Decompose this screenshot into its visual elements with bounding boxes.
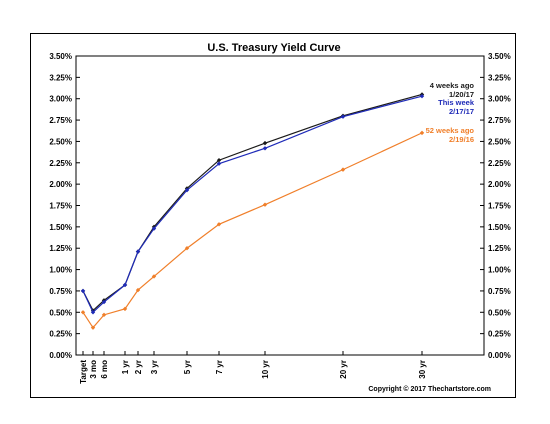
data-point (122, 306, 128, 312)
y-tick-label-left: 0.25% (49, 330, 72, 339)
data-point (340, 114, 346, 119)
y-tick-label-right: 2.50% (488, 137, 511, 146)
y-tick-label-left: 2.25% (49, 159, 72, 168)
x-tick-label: 7 yr (215, 360, 224, 374)
y-tick-label-left: 3.50% (49, 52, 72, 61)
data-point (101, 299, 107, 305)
x-tick-label: 6 mo (100, 360, 109, 379)
y-tick-label-right: 2.00% (488, 180, 511, 189)
y-tick-label-right: 1.50% (488, 223, 511, 232)
data-point (151, 274, 157, 279)
data-point (340, 167, 346, 172)
y-tick-label-right: 1.25% (488, 244, 511, 253)
y-tick-label-left: 0.00% (49, 351, 72, 360)
plot-area (75, 55, 485, 356)
copyright-text: Copyright © 2017 Thechartstore.com (368, 385, 491, 393)
data-point (419, 93, 425, 99)
x-tick-label: 20 yr (339, 360, 348, 379)
data-point (80, 288, 86, 294)
x-tick-label: 30 yr (418, 360, 427, 379)
y-tick-label-left: 2.00% (49, 180, 72, 189)
data-point (216, 161, 222, 166)
y-tick-label-right: 3.00% (488, 95, 511, 104)
y-tick-label-right: 2.75% (488, 116, 511, 125)
y-tick-label-right: 0.25% (488, 330, 511, 339)
y-tick-label-left: 2.50% (49, 137, 72, 146)
x-tick-label: 10 yr (261, 360, 270, 379)
y-tick-label-right: 0.75% (488, 287, 511, 296)
x-tick-label: 3 yr (150, 360, 159, 374)
x-tick-label: Target (79, 360, 88, 384)
y-tick-label-left: 1.00% (49, 266, 72, 275)
legend-entry: This week (438, 98, 475, 107)
series-line (82, 95, 423, 314)
data-point (122, 282, 128, 288)
y-tick-label-right: 3.50% (488, 52, 511, 61)
y-tick-label-left: 1.75% (49, 202, 72, 211)
y-tick-label-left: 2.75% (49, 116, 72, 125)
x-tick-label: 3 mo (89, 360, 98, 379)
y-tick-label-right: 1.75% (488, 202, 511, 211)
y-tick-label-left: 0.75% (49, 287, 72, 296)
data-point (101, 312, 107, 318)
data-point (419, 130, 425, 136)
x-tick-label: 1 yr (121, 360, 130, 374)
y-tick-label-right: 0.00% (488, 351, 511, 360)
y-tick-label-right: 0.50% (488, 308, 511, 317)
data-point (262, 202, 268, 207)
chart-frame: U.S. Treasury Yield Curve 0.00% 0.00% 0.25… (30, 33, 516, 398)
data-point (216, 222, 222, 227)
y-tick-label-left: 0.50% (49, 308, 72, 317)
legend-entry: 2/17/17 (449, 107, 474, 116)
y-tick-label-left: 3.00% (49, 95, 72, 104)
y-tick-label-right: 1.00% (488, 266, 511, 275)
data-point (184, 187, 190, 193)
data-point (80, 310, 86, 315)
legend-entry: 1/20/17 (449, 90, 474, 99)
y-tick-label-left: 1.50% (49, 223, 72, 232)
legend-entry: 4 weeks ago (430, 81, 475, 90)
legend-entry: 52 weeks ago (426, 126, 475, 135)
data-point (216, 158, 222, 163)
data-point (184, 246, 190, 251)
chart-title: U.S. Treasury Yield Curve (207, 42, 340, 54)
series-line (82, 93, 423, 312)
y-tick-label-right: 3.25% (488, 73, 511, 82)
data-point (262, 140, 268, 146)
yield-curve-chart: U.S. Treasury Yield Curve 0.00% 0.00% 0.25… (49, 42, 511, 393)
x-tick-label: 2 yr (134, 360, 143, 374)
legend-entry: 2/19/16 (449, 135, 474, 144)
y-tick-label-left: 1.25% (49, 244, 72, 253)
series-line (82, 132, 423, 329)
data-point (90, 325, 96, 330)
y-tick-label-right: 2.25% (488, 159, 511, 168)
data-point (262, 146, 268, 151)
data-point (90, 310, 96, 315)
x-tick-label: 5 yr (183, 360, 192, 374)
y-tick-label-left: 3.25% (49, 73, 72, 82)
